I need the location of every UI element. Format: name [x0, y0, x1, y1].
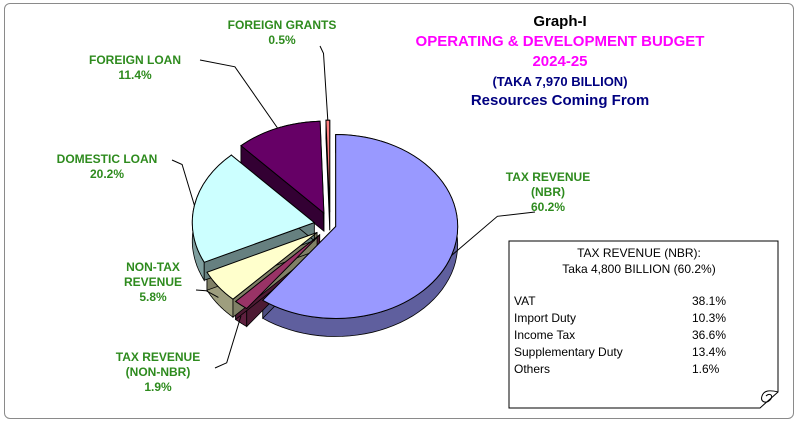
slice-label-foreign-loan: FOREIGN LOAN 11.4% — [89, 53, 181, 82]
pie-slice-non-tax-revenue — [206, 232, 318, 300]
chart-subtitle-year: 2024-25 — [532, 53, 588, 70]
pie-slice-foreign-grants — [325, 119, 331, 213]
chart-title: Graph-I — [533, 13, 587, 30]
leader-line-foreign-grants — [319, 45, 329, 121]
pie-slice-tax-revenue-nbr — [261, 134, 459, 319]
pie-slice-tax-revenue-non-nbr — [234, 234, 321, 310]
leader-line-tax-revenue-nbr — [451, 211, 536, 256]
pie-slice-domestic-loan — [191, 154, 316, 263]
leader-line-tax-revenue-non-nbr — [214, 315, 242, 369]
chart-subtitle-budget: OPERATING & DEVELOPMENT BUDGET — [415, 33, 705, 50]
note-heading: TAX REVENUE (NBR): — [577, 246, 701, 260]
slice-label-non-tax-revenue: NON-TAX REVENUE 5.8% — [123, 260, 182, 304]
slice-label-domestic-loan: DOMESTIC LOAN 20.2% — [56, 152, 158, 181]
tax-revenue-breakdown-note: TAX REVENUE (NBR): Taka 4,800 BILLION (6… — [508, 240, 780, 410]
chart-title-block: Graph-I OPERATING & DEVELOPMENT BUDGET 2… — [360, 12, 760, 111]
chart-subtitle-total: (TAKA 7,970 BILLION) — [492, 74, 628, 89]
slice-label-tax-revenue-nbr: TAX REVENUE (NBR) 60.2% — [505, 170, 591, 214]
leader-line-foreign-loan — [199, 59, 279, 129]
leader-line-non-tax-revenue — [195, 289, 219, 298]
slice-label-tax-revenue-non-nbr: TAX REVENUE (NON-NBR) 1.9% — [115, 350, 201, 394]
leader-line-domestic-loan — [171, 159, 195, 206]
slice-label-foreign-grants: FOREIGN GRANTS 0.5% — [227, 18, 337, 47]
chart-subtitle-resources: Resources Coming From — [470, 92, 650, 109]
note-subheading: Taka 4,800 BILLION (60.2%) — [562, 262, 716, 276]
